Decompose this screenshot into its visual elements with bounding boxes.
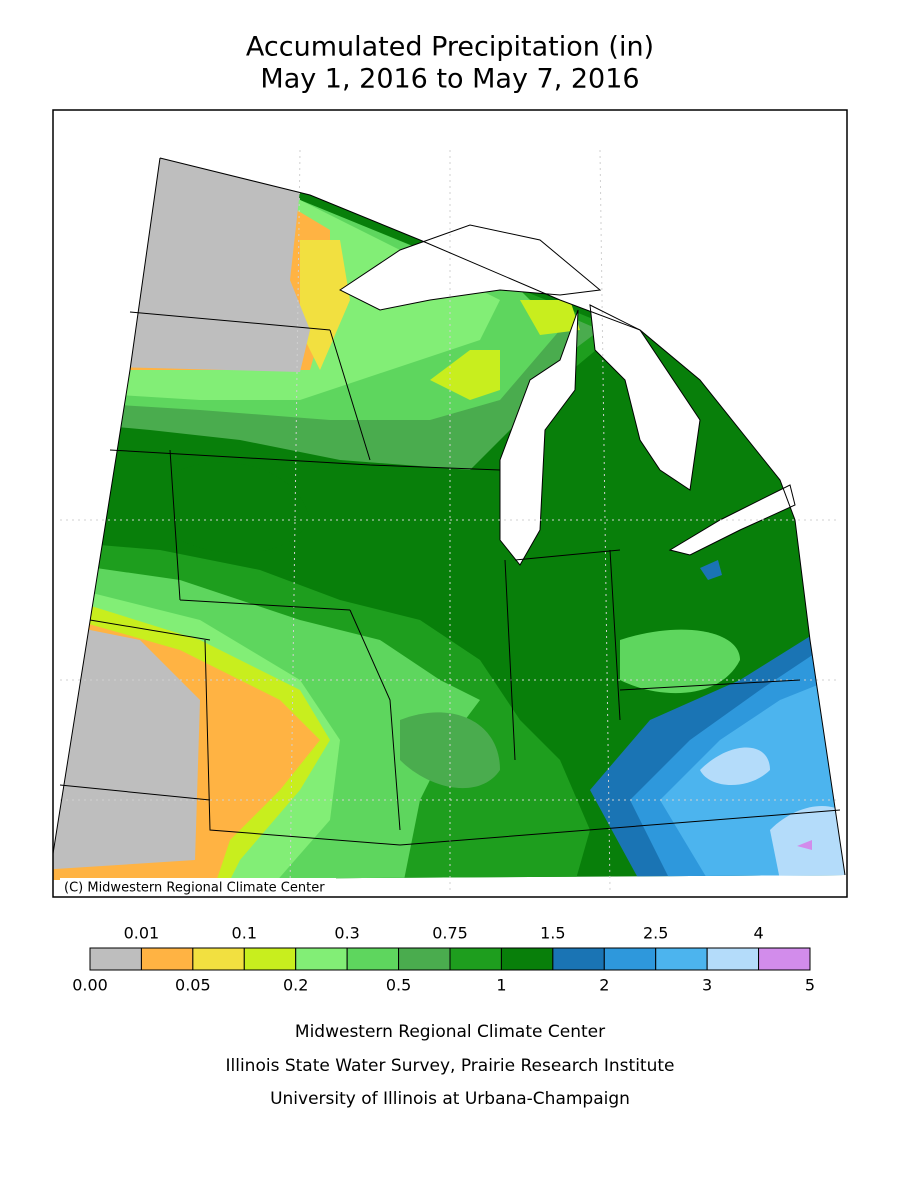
- legend-swatch: [655, 947, 708, 971]
- legend-swatch: [552, 947, 605, 971]
- legend-label: 0.05: [175, 976, 211, 995]
- title: Accumulated Precipitation (in): [246, 32, 654, 63]
- legend-swatch: [192, 947, 245, 971]
- legend-swatch: [449, 947, 502, 971]
- legend-swatch: [758, 947, 811, 971]
- legend-label: 3: [702, 976, 712, 995]
- legend-label: 0.1: [232, 924, 257, 943]
- legend-label: 0.01: [124, 924, 160, 943]
- copyright: (C) Midwestern Regional Climate Center: [64, 881, 325, 896]
- subtitle: May 1, 2016 to May 7, 2016: [260, 64, 639, 95]
- legend: 0.00 0.01 0.05 0.1 0.2 0.3 0.5 0.75 1 1.5 2 2.5 3 4 5: [72, 924, 815, 995]
- legend-label: 4: [753, 924, 763, 943]
- legend-swatch: [706, 947, 760, 971]
- legend-swatch: [243, 947, 297, 971]
- legend-swatch: [89, 947, 142, 971]
- legend-label: 0.2: [283, 976, 308, 995]
- legend-label: 2: [599, 976, 609, 995]
- map: (C) Midwestern Regional Climate Center: [53, 110, 847, 897]
- footer-line: Midwestern Regional Climate Center: [295, 1022, 605, 1042]
- legend-swatch: [398, 947, 451, 971]
- legend-swatch: [500, 947, 554, 971]
- legend-swatch: [295, 947, 348, 971]
- legend-label: 2.5: [643, 924, 668, 943]
- legend-label: 1: [496, 976, 506, 995]
- boundaries: [53, 149, 846, 891]
- legend-swatch: [346, 947, 400, 971]
- map-frame: [52, 109, 848, 898]
- footer-line: Illinois State Water Survey, Prairie Res…: [226, 1056, 675, 1076]
- legend-label: 0.75: [432, 924, 468, 943]
- legend-swatch: [603, 947, 657, 971]
- legend-swatch: [140, 947, 194, 971]
- legend-label: 0.5: [386, 976, 411, 995]
- footer-line: University of Illinois at Urbana-Champai…: [270, 1089, 630, 1109]
- copyright-box: [60, 878, 336, 896]
- legend-label: 1.5: [540, 924, 565, 943]
- legend-label: 0.3: [334, 924, 359, 943]
- legend-label: 0.00: [72, 976, 108, 995]
- legend-label: 5: [805, 976, 815, 995]
